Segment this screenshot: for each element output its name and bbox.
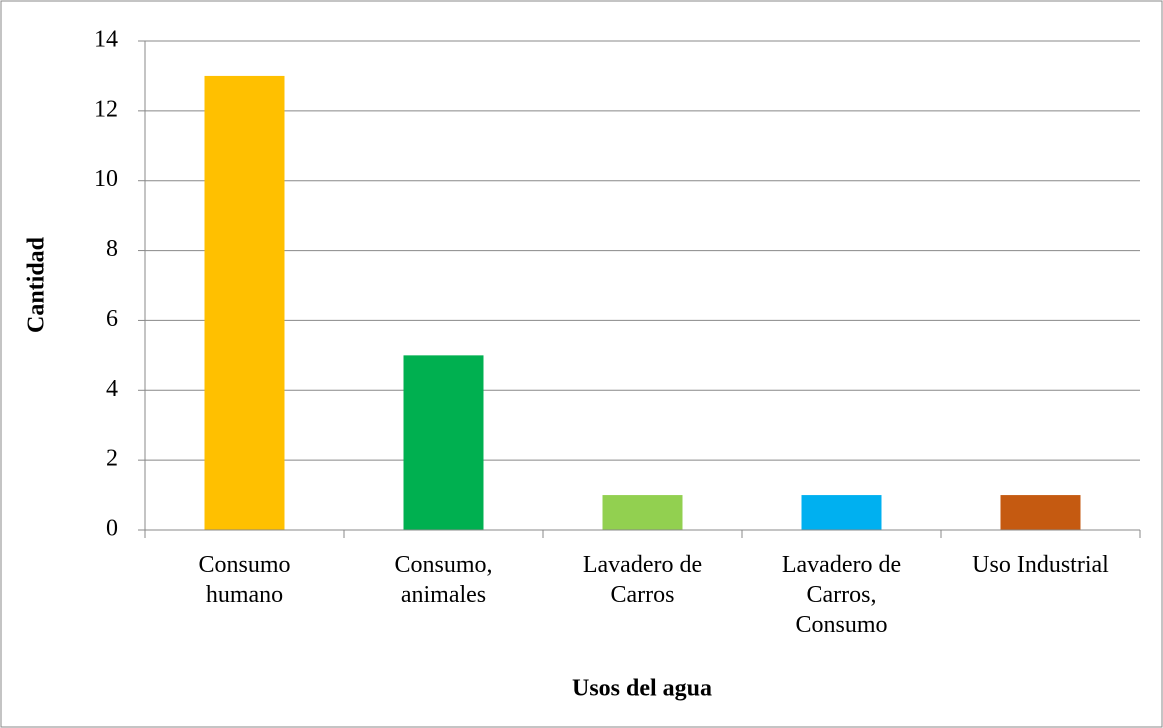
y-tick-label: 6 bbox=[106, 306, 118, 332]
x-tick-label: Uso Industrial bbox=[972, 552, 1109, 578]
y-tick-label: 12 bbox=[94, 96, 118, 122]
y-tick-label: 14 bbox=[94, 27, 118, 53]
bar bbox=[801, 495, 882, 530]
x-tick-label: Consumo humano bbox=[198, 552, 291, 608]
x-tick-label-box: Consumo humano bbox=[198, 552, 291, 608]
bar bbox=[403, 355, 484, 530]
x-tick-label-box: Lavadero de Carros, Consumo bbox=[781, 552, 902, 638]
x-tick-label-box: Lavadero de Carros bbox=[582, 552, 703, 608]
x-axis-title: Usos del agua bbox=[572, 676, 712, 702]
x-tick-label-box: Uso Industrial bbox=[972, 552, 1109, 578]
x-tick-label: Lavadero de Carros, Consumo bbox=[781, 552, 902, 638]
x-tick-label: Consumo, animales bbox=[394, 552, 493, 608]
y-tick-label: 10 bbox=[94, 166, 118, 192]
bar bbox=[204, 75, 285, 530]
bar bbox=[1000, 495, 1081, 530]
y-tick-label: 8 bbox=[106, 236, 118, 262]
x-tick-label: Lavadero de Carros bbox=[582, 552, 703, 608]
y-axis-title: Cantidad bbox=[24, 236, 50, 333]
y-tick-label: 2 bbox=[106, 446, 118, 472]
bar bbox=[602, 495, 683, 530]
y-tick-label: 4 bbox=[106, 376, 118, 402]
x-tick-label-box: Consumo, animales bbox=[394, 552, 493, 608]
y-tick-label: 0 bbox=[106, 516, 118, 542]
